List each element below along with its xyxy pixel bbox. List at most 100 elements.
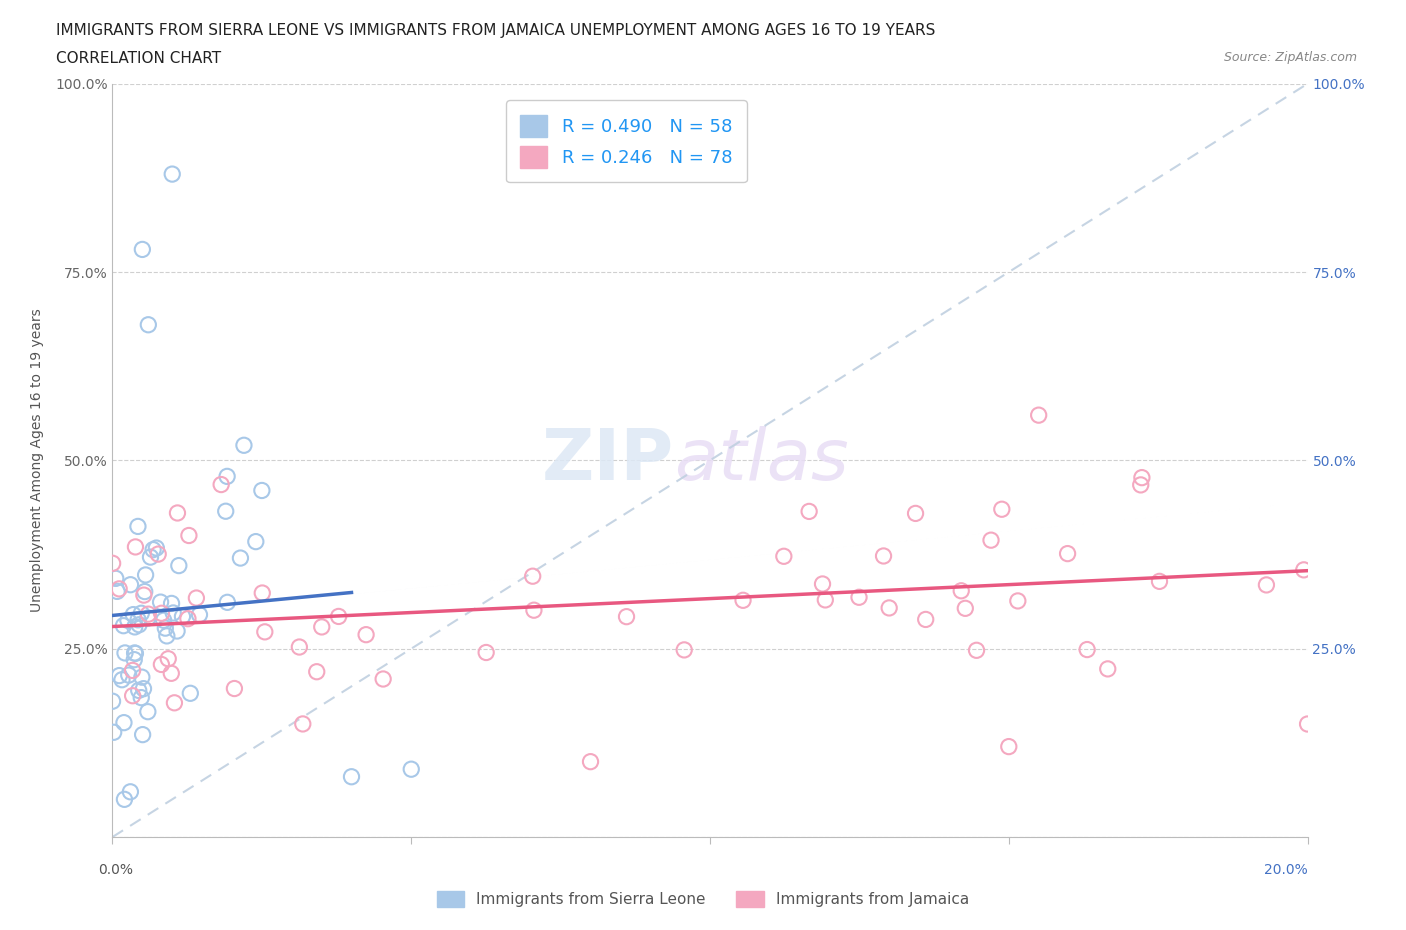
Point <box>797 504 820 519</box>
Point <box>253 624 276 639</box>
Point <box>128 618 150 632</box>
Text: ZIP: ZIP <box>541 426 675 495</box>
Point <box>145 540 167 555</box>
Point <box>136 611 159 626</box>
Point <box>811 577 834 591</box>
Point <box>131 670 153 684</box>
Point <box>104 571 127 586</box>
Point <box>328 609 350 624</box>
Point <box>118 668 141 683</box>
Point <box>128 683 150 698</box>
Point <box>131 605 153 620</box>
Point <box>108 581 131 596</box>
Point <box>252 586 274 601</box>
Text: 20.0%: 20.0% <box>1264 862 1308 877</box>
Point <box>148 547 170 562</box>
Point <box>1007 593 1029 608</box>
Point <box>1056 546 1078 561</box>
Point <box>224 681 246 696</box>
Point <box>673 643 696 658</box>
Text: atlas: atlas <box>675 426 849 495</box>
Point <box>103 724 125 739</box>
Point <box>124 645 146 660</box>
Point <box>108 668 131 683</box>
Point <box>101 694 124 709</box>
Point <box>114 792 135 807</box>
Point <box>848 590 870 604</box>
Point <box>142 542 165 557</box>
Point <box>1256 578 1278 592</box>
Point <box>1330 448 1353 463</box>
Point <box>217 595 239 610</box>
Legend: Immigrants from Sierra Leone, Immigrants from Jamaica: Immigrants from Sierra Leone, Immigrants… <box>430 884 976 913</box>
Point <box>101 556 124 571</box>
Point <box>132 588 155 603</box>
Point <box>1129 477 1152 492</box>
Point <box>167 558 190 573</box>
Point <box>157 651 180 666</box>
Point <box>250 483 273 498</box>
Point <box>172 609 194 624</box>
Point <box>131 242 153 257</box>
Point <box>132 682 155 697</box>
Point <box>177 611 200 626</box>
Point <box>162 605 184 620</box>
Point <box>138 606 160 621</box>
Point <box>1292 563 1315 578</box>
Point <box>105 584 128 599</box>
Point <box>229 551 252 565</box>
Point <box>215 504 238 519</box>
Point <box>156 629 179 644</box>
Point <box>122 652 145 667</box>
Point <box>772 549 794 564</box>
Point <box>311 619 333 634</box>
Point <box>1149 574 1171 589</box>
Point <box>138 317 160 332</box>
Point <box>166 624 188 639</box>
Point <box>1374 415 1396 430</box>
Point <box>291 716 314 731</box>
Point <box>127 519 149 534</box>
Point <box>955 601 977 616</box>
Point <box>872 549 894 564</box>
Point <box>124 619 146 634</box>
Point <box>950 583 973 598</box>
Point <box>111 672 134 687</box>
Point <box>152 613 174 628</box>
Point <box>1028 407 1050 422</box>
Point <box>245 534 267 549</box>
Point <box>120 578 142 592</box>
Point <box>177 528 200 543</box>
Point <box>814 592 837 607</box>
Point <box>1130 471 1153 485</box>
Point <box>904 506 927 521</box>
Point <box>980 533 1002 548</box>
Point <box>162 166 183 181</box>
Text: 0.0%: 0.0% <box>98 862 134 877</box>
Point <box>998 739 1021 754</box>
Point <box>1319 617 1341 631</box>
Point <box>163 696 186 711</box>
Point <box>166 506 188 521</box>
Point <box>209 477 232 492</box>
Point <box>160 596 183 611</box>
Point <box>966 643 988 658</box>
Point <box>114 645 136 660</box>
Point <box>401 762 423 777</box>
Point <box>522 569 544 584</box>
Point <box>127 612 149 627</box>
Point <box>217 469 239 484</box>
Point <box>914 612 936 627</box>
Text: Source: ZipAtlas.com: Source: ZipAtlas.com <box>1223 51 1357 64</box>
Point <box>117 613 139 628</box>
Point <box>179 685 201 700</box>
Point <box>354 627 377 642</box>
Point <box>155 620 177 635</box>
Point <box>991 502 1014 517</box>
Point <box>131 727 153 742</box>
Y-axis label: Unemployment Among Ages 16 to 19 years: Unemployment Among Ages 16 to 19 years <box>30 309 44 612</box>
Point <box>139 550 162 565</box>
Point <box>305 664 328 679</box>
Point <box>616 609 638 624</box>
Point <box>124 646 146 661</box>
